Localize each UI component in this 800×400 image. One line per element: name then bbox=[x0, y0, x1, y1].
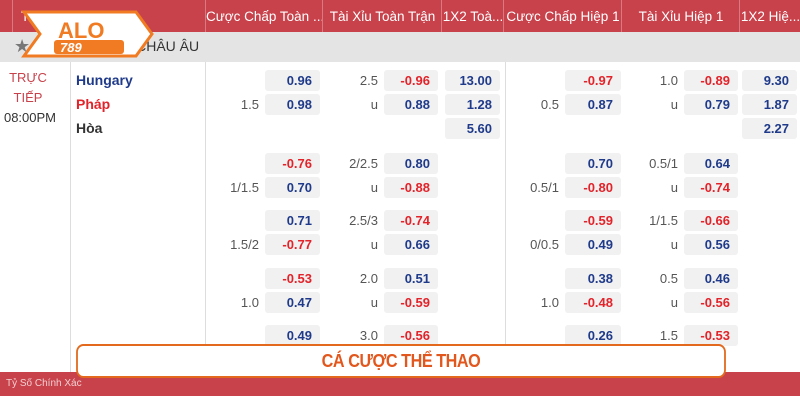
correct-score-tab[interactable]: Tỷ Số Chính Xác bbox=[6, 378, 82, 389]
header-col-handicap[interactable]: Cược Chấp Toàn ... bbox=[205, 0, 323, 32]
draw-label: Hòa bbox=[76, 120, 103, 136]
odds-button[interactable]: -0.53 bbox=[684, 325, 738, 346]
line-value bbox=[505, 153, 559, 174]
svg-text:ALO: ALO bbox=[58, 18, 104, 43]
odds-button[interactable]: 0.49 bbox=[565, 234, 621, 255]
line-value: 0.5 bbox=[540, 97, 559, 112]
odds-button[interactable]: 0.49 bbox=[265, 325, 320, 346]
line-value: 3.0 bbox=[359, 328, 378, 343]
odds-button[interactable]: 0.80 bbox=[384, 153, 438, 174]
line-value: 1.0 bbox=[240, 295, 259, 310]
odds-button[interactable]: 0.88 bbox=[384, 94, 438, 115]
away-team: Pháp bbox=[76, 96, 111, 112]
divider bbox=[505, 62, 506, 372]
odds-button[interactable]: 0.70 bbox=[565, 153, 621, 174]
line-value: 0.5 bbox=[659, 271, 678, 286]
header-col-over-under[interactable]: Tài Xỉu Toàn Trận bbox=[322, 0, 442, 32]
odds-button[interactable]: -0.48 bbox=[565, 292, 621, 313]
live-status: TIẾP bbox=[13, 90, 43, 105]
odds-button[interactable]: 0.87 bbox=[565, 94, 621, 115]
odds-button[interactable]: 0.66 bbox=[384, 234, 438, 255]
odds-button[interactable]: 5.60 bbox=[445, 118, 500, 139]
odds-button[interactable]: 0.51 bbox=[384, 268, 438, 289]
odds-button[interactable]: 0.98 bbox=[265, 94, 320, 115]
line-value bbox=[505, 210, 559, 231]
line-value: 1.0 bbox=[659, 73, 678, 88]
sports-betting-banner: CÁ CƯỢC THỂ THAO bbox=[76, 344, 726, 378]
odds-button[interactable]: -0.77 bbox=[265, 234, 320, 255]
home-team: Hungary bbox=[76, 72, 133, 88]
line-value bbox=[205, 268, 259, 289]
odds-button[interactable]: 0.79 bbox=[684, 94, 738, 115]
odds-button[interactable]: -0.66 bbox=[684, 210, 738, 231]
odds-button[interactable]: 0.70 bbox=[265, 177, 320, 198]
odds-button[interactable]: -0.56 bbox=[684, 292, 738, 313]
line-value bbox=[205, 325, 259, 346]
odds-button[interactable]: 0.38 bbox=[565, 268, 621, 289]
odds-button[interactable]: -0.96 bbox=[384, 70, 438, 91]
line-value: 0.5/1 bbox=[530, 180, 559, 195]
line-value: 0/0.5 bbox=[530, 237, 559, 252]
header-col-1x2[interactable]: 1X2 Toà... bbox=[441, 0, 504, 32]
odds-button[interactable]: 0.96 bbox=[265, 70, 320, 91]
line-value: u bbox=[370, 97, 378, 112]
odds-button[interactable]: -0.89 bbox=[684, 70, 738, 91]
header-col-over-under-h1[interactable]: Tài Xỉu Hiệp 1 bbox=[621, 0, 740, 32]
odds-button[interactable]: -0.53 bbox=[265, 268, 320, 289]
odds-button[interactable]: 0.56 bbox=[684, 234, 738, 255]
line-value: 2.0 bbox=[359, 271, 378, 286]
line-value bbox=[205, 153, 259, 174]
odds-button[interactable]: -0.59 bbox=[565, 210, 621, 231]
line-value: u bbox=[670, 237, 678, 252]
line-value: 1.5 bbox=[240, 97, 259, 112]
line-value: 1.5/2 bbox=[230, 237, 259, 252]
odds-button[interactable]: 0.46 bbox=[684, 268, 738, 289]
line-value: u bbox=[670, 180, 678, 195]
odds-button[interactable]: -0.74 bbox=[684, 177, 738, 198]
line-value: u bbox=[370, 237, 378, 252]
odds-button[interactable]: 2.27 bbox=[742, 118, 797, 139]
line-value: u bbox=[670, 295, 678, 310]
line-value: u bbox=[370, 180, 378, 195]
header-col-handicap-h1[interactable]: Cược Chấp Hiệp 1 bbox=[503, 0, 622, 32]
svg-text:789: 789 bbox=[60, 40, 82, 55]
live-status: TRỰC bbox=[9, 70, 47, 85]
line-value bbox=[505, 268, 559, 289]
header-col-arrow bbox=[0, 0, 12, 32]
alo789-logo: ALO 789 bbox=[20, 8, 220, 65]
line-value: 0.5/1 bbox=[649, 156, 678, 171]
odds-button[interactable]: -0.97 bbox=[565, 70, 621, 91]
odds-button[interactable]: -0.76 bbox=[265, 153, 320, 174]
line-value: 2/2.5 bbox=[349, 156, 378, 171]
odds-button[interactable]: 13.00 bbox=[445, 70, 500, 91]
line-value: 2.5 bbox=[359, 73, 378, 88]
odds-button[interactable]: -0.80 bbox=[565, 177, 621, 198]
odds-button[interactable]: 0.64 bbox=[684, 153, 738, 174]
odds-button[interactable]: -0.74 bbox=[384, 210, 438, 231]
line-value bbox=[205, 70, 259, 91]
line-value: u bbox=[670, 97, 678, 112]
match-time: 08:00PM bbox=[3, 110, 57, 125]
odds-button[interactable]: -0.59 bbox=[384, 292, 438, 313]
line-value bbox=[505, 70, 559, 91]
line-value bbox=[505, 325, 559, 346]
odds-button[interactable]: -0.56 bbox=[384, 325, 438, 346]
line-value: 1.5 bbox=[659, 328, 678, 343]
line-value bbox=[205, 210, 259, 231]
header-col-1x2-h1[interactable]: 1X2 Hiệ... bbox=[739, 0, 800, 32]
odds-button[interactable]: -0.88 bbox=[384, 177, 438, 198]
odds-button[interactable]: 1.28 bbox=[445, 94, 500, 115]
divider bbox=[70, 62, 71, 372]
line-value: 1/1.5 bbox=[230, 180, 259, 195]
line-value: u bbox=[370, 295, 378, 310]
odds-button[interactable]: 0.26 bbox=[565, 325, 621, 346]
odds-button[interactable]: 1.87 bbox=[742, 94, 797, 115]
odds-button[interactable]: 0.47 bbox=[265, 292, 320, 313]
line-value: 2.5/3 bbox=[349, 213, 378, 228]
divider bbox=[205, 62, 206, 372]
odds-button[interactable]: 9.30 bbox=[742, 70, 797, 91]
line-value: 1/1.5 bbox=[649, 213, 678, 228]
line-value: 1.0 bbox=[540, 295, 559, 310]
odds-button[interactable]: 0.71 bbox=[265, 210, 320, 231]
